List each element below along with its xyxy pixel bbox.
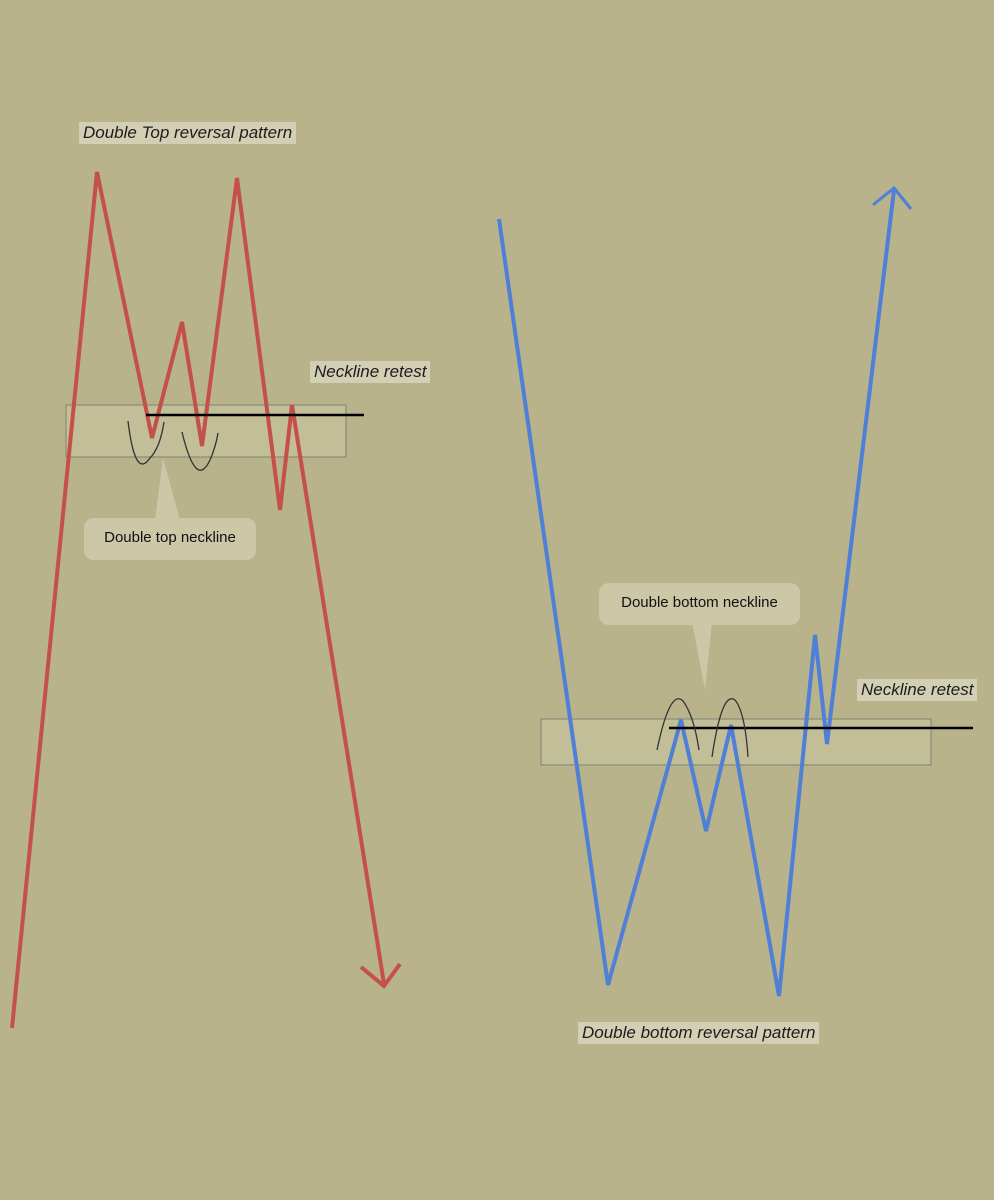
double-top-down-arrowhead (359, 962, 402, 989)
double-bottom-price-line (497, 189, 896, 997)
double-bottom-up-arrowhead (872, 185, 913, 210)
double-top-arc-1 (127, 420, 165, 465)
bubble-tail-bottom (692, 622, 712, 690)
double-top-neckline-bubble: Double top neckline (84, 518, 256, 560)
double-top-retest-label: Neckline retest (310, 361, 431, 383)
double-top-title: Double Top reversal pattern (79, 122, 297, 144)
double-bottom-neckline-bubble: Double bottom neckline (599, 583, 800, 625)
double-bottom-arc-2 (711, 698, 749, 758)
double-top-arc-2 (181, 431, 219, 471)
double-top-price-line (10, 171, 386, 1029)
double-bottom-retest-label: Neckline retest (857, 679, 978, 701)
double-bottom-arc-1 (656, 698, 700, 751)
bubble-tail-top (155, 458, 180, 520)
double-bottom-title: Double bottom reversal pattern (578, 1022, 820, 1044)
